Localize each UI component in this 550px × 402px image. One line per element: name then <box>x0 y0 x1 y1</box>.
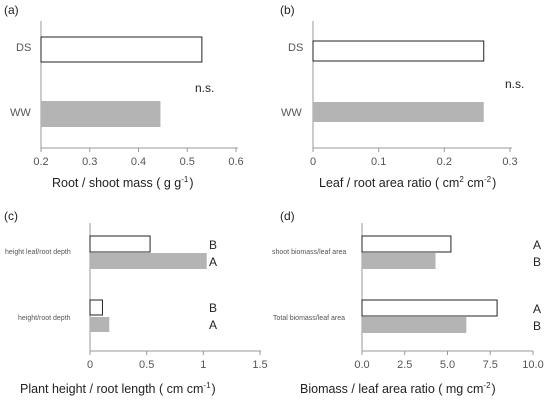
panel-d: (d) shoot biomass/leaf area Total biomas… <box>272 209 544 396</box>
x-tick-label-b: 0 <box>310 156 316 168</box>
significance-letter-d-cat0-series0: A <box>533 238 541 252</box>
bars-d <box>361 235 498 333</box>
x-axis-title-c: Plant height / root length ( cm cm-1) <box>20 381 216 396</box>
x-tick-label-a: 0.6 <box>228 156 243 168</box>
category-label-height-root-depth: height/root depth <box>18 315 71 322</box>
category-label-ww-b: WW <box>281 107 302 119</box>
category-label-ww-a: WW <box>10 107 31 119</box>
significance-letter-c-cat1-series0: B <box>209 301 217 315</box>
bar-c-cat0-series0 <box>89 235 151 253</box>
panel-c: (c) height leaf/root depth height/root d… <box>4 209 268 396</box>
x-tick-label-b: 0.2 <box>437 156 452 168</box>
panel-label-b: (b) <box>280 3 295 17</box>
bar-ds-b <box>312 40 485 62</box>
x-axis-title-d: Biomass / leaf area ratio ( mg cm-2) <box>300 381 496 396</box>
x-ticks-b: 0 0.1 0.2 0.3 <box>310 148 518 168</box>
bar-c-cat1-series1 <box>90 317 110 332</box>
bar-d-cat0-series1 <box>362 253 436 269</box>
x-ticks-d: 0.0 2.5 5.0 7.5 10.0 <box>354 351 544 371</box>
x-tick-label-d: 5.0 <box>440 359 455 371</box>
category-label-shoot-biomass-leaf-area: shoot biomass/leaf area <box>272 249 346 256</box>
x-tick-label-c: 1.5 <box>252 359 267 371</box>
x-axis-title-b: Leaf / root area ratio ( cm2 cm-2) <box>319 175 496 190</box>
x-tick-label-b: 0.3 <box>502 156 517 168</box>
x-tick-label-c: 1 <box>200 359 206 371</box>
panel-label-c: (c) <box>4 209 18 223</box>
bar-ds-a <box>40 36 203 63</box>
x-axis-title-a: Root / shoot mass ( g g-1) <box>52 175 194 190</box>
bar-ww-a <box>41 101 161 127</box>
panel-b: (b) DS WW 0 0.1 0.2 0.3 n.s. Leaf / root ar… <box>280 3 524 190</box>
panel-a: (a) DS WW 0.2 0.3 0.4 0.5 0.6 n.s. Root / sh… <box>4 3 244 190</box>
x-tick-label-a: 0.5 <box>180 156 195 168</box>
significance-letter-c-cat1-series1: A <box>209 318 217 332</box>
bar-ww-b <box>313 102 484 122</box>
x-tick-label-d: 2.5 <box>397 359 412 371</box>
bar-d-cat1-series0 <box>361 299 498 317</box>
x-ticks-a: 0.2 0.3 0.4 0.5 0.6 <box>33 148 244 168</box>
category-label-ds-a: DS <box>16 42 31 54</box>
category-label-ds-b: DS <box>288 42 303 54</box>
annotation-ns-b: n.s. <box>505 77 524 91</box>
x-tick-label-b: 0.1 <box>371 156 386 168</box>
annotation-ns-a: n.s. <box>195 81 214 95</box>
category-label-height-leaf-root-depth: height leaf/root depth <box>5 249 71 256</box>
x-tick-label-c: 0 <box>87 359 93 371</box>
panel-label-d: (d) <box>280 209 295 223</box>
x-tick-label-a: 0.3 <box>82 156 97 168</box>
significance-letter-c-cat0-series1: A <box>209 255 217 269</box>
bar-d-cat1-series1 <box>362 317 467 333</box>
category-label-total-biomass-leaf-area: Total biomass/leaf area <box>273 315 345 322</box>
x-tick-label-c: 0.5 <box>139 359 154 371</box>
bar-c-cat0-series1 <box>90 253 207 269</box>
panel-label-a: (a) <box>4 3 19 17</box>
x-tick-label-a: 0.2 <box>33 156 48 168</box>
x-tick-label-d: 10.0 <box>522 359 543 371</box>
significance-letter-d-cat1-series0: A <box>533 302 541 316</box>
significance-letter-d-cat1-series1: B <box>533 319 541 333</box>
bars-c <box>89 235 207 332</box>
significance-letter-d-cat0-series1: B <box>533 255 541 269</box>
x-ticks-c: 0 0.5 1 1.5 <box>87 351 268 371</box>
significance-letter-c-cat0-series0: B <box>209 238 217 252</box>
bar-d-cat0-series0 <box>361 235 452 253</box>
x-tick-label-a: 0.4 <box>131 156 146 168</box>
x-tick-label-d: 7.5 <box>483 359 498 371</box>
x-tick-label-d: 0.0 <box>354 359 369 371</box>
bar-c-cat1-series0 <box>89 299 103 316</box>
